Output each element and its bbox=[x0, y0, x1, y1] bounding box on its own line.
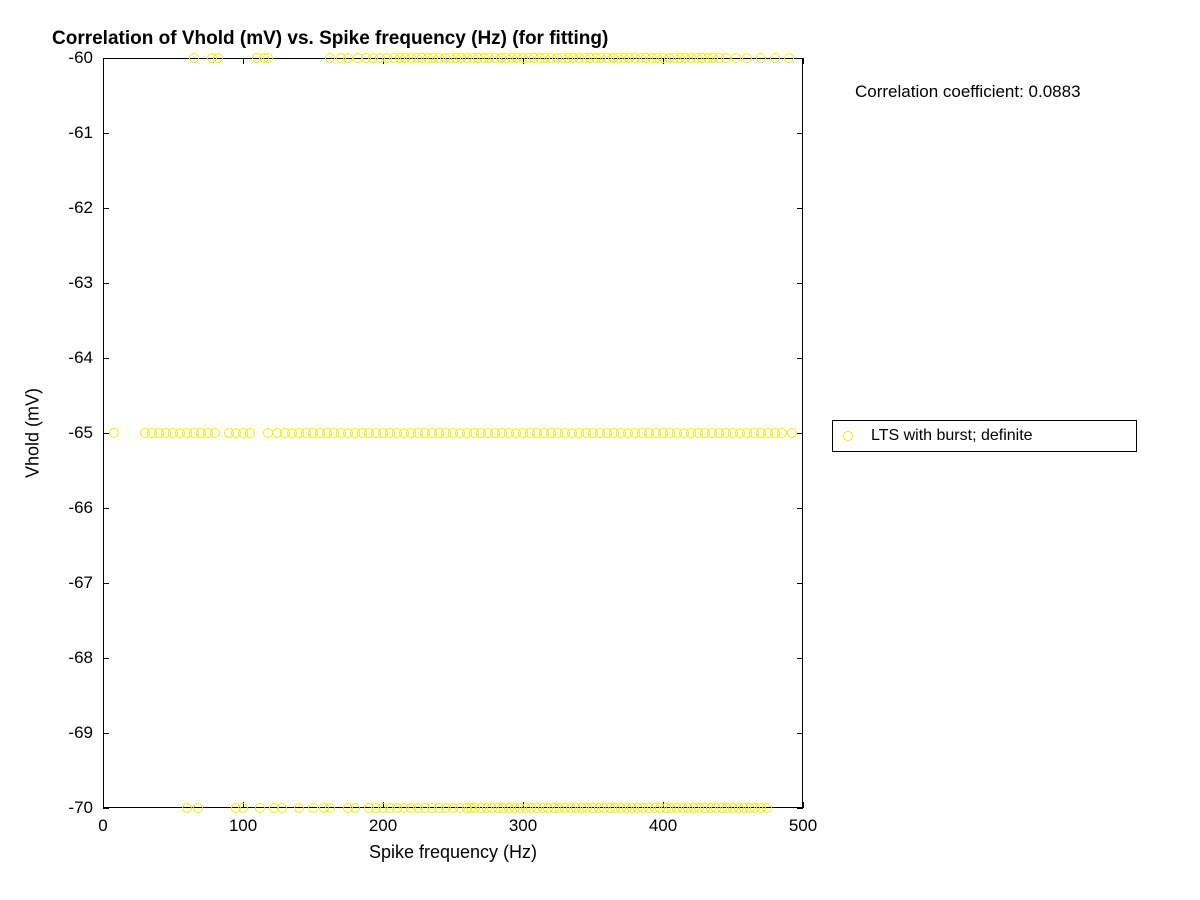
scatter-marker bbox=[343, 53, 353, 63]
scatter-marker bbox=[255, 803, 265, 813]
legend-item-label: LTS with burst; definite bbox=[871, 427, 1033, 445]
scatter-marker bbox=[193, 803, 203, 813]
scatter-marker bbox=[308, 803, 318, 813]
x-tick-label: 300 bbox=[509, 816, 537, 836]
y-tick-mark bbox=[103, 508, 109, 509]
x-tick-label: 200 bbox=[369, 816, 397, 836]
legend: LTS with burst; definite bbox=[832, 420, 1137, 452]
y-tick-label: -64 bbox=[63, 348, 93, 368]
y-tick-mark bbox=[103, 283, 109, 284]
y-tick-mark bbox=[797, 508, 803, 509]
y-tick-mark bbox=[103, 433, 109, 434]
y-tick-mark bbox=[797, 283, 803, 284]
y-tick-mark bbox=[103, 733, 109, 734]
scatter-marker bbox=[325, 803, 335, 813]
y-tick-mark bbox=[103, 583, 109, 584]
y-tick-label: -63 bbox=[63, 273, 93, 293]
y-tick-label: -62 bbox=[63, 198, 93, 218]
y-tick-label: -68 bbox=[63, 648, 93, 668]
y-tick-mark bbox=[103, 358, 109, 359]
x-tick-label: 400 bbox=[649, 816, 677, 836]
y-tick-mark bbox=[797, 658, 803, 659]
y-tick-label: -69 bbox=[63, 723, 93, 743]
legend-marker-icon bbox=[843, 431, 853, 441]
scatter-marker bbox=[721, 53, 731, 63]
scatter-marker bbox=[109, 428, 119, 438]
x-tick-mark bbox=[803, 58, 804, 64]
scatter-marker bbox=[210, 428, 220, 438]
scatter-marker bbox=[731, 53, 741, 63]
y-tick-mark bbox=[103, 58, 109, 59]
x-tick-label: 500 bbox=[789, 816, 817, 836]
y-tick-mark bbox=[797, 433, 803, 434]
scatter-marker bbox=[787, 428, 797, 438]
y-tick-label: -65 bbox=[63, 423, 93, 443]
y-tick-mark bbox=[797, 208, 803, 209]
scatter-marker bbox=[182, 803, 192, 813]
x-tick-label: 0 bbox=[98, 816, 107, 836]
scatter-marker bbox=[238, 803, 248, 813]
y-tick-mark bbox=[797, 583, 803, 584]
y-tick-mark bbox=[797, 358, 803, 359]
y-tick-label: -67 bbox=[63, 573, 93, 593]
y-tick-mark bbox=[797, 808, 803, 809]
scatter-marker bbox=[762, 803, 772, 813]
x-tick-mark bbox=[243, 58, 244, 64]
scatter-marker bbox=[263, 53, 273, 63]
y-tick-mark bbox=[103, 133, 109, 134]
scatter-marker bbox=[277, 803, 287, 813]
x-tick-mark bbox=[803, 802, 804, 808]
chart-title: Correlation of Vhold (mV) vs. Spike freq… bbox=[52, 28, 608, 50]
scatter-marker bbox=[770, 53, 780, 63]
y-tick-label: -60 bbox=[63, 48, 93, 68]
y-axis-label: Vhold (mV) bbox=[23, 388, 44, 478]
y-tick-mark bbox=[797, 58, 803, 59]
y-tick-label: -66 bbox=[63, 498, 93, 518]
scatter-marker bbox=[245, 428, 255, 438]
scatter-marker bbox=[756, 53, 766, 63]
scatter-marker bbox=[325, 53, 335, 63]
y-tick-mark bbox=[103, 658, 109, 659]
y-tick-mark bbox=[797, 733, 803, 734]
y-tick-mark bbox=[103, 808, 109, 809]
scatter-marker bbox=[213, 53, 223, 63]
y-tick-mark bbox=[797, 133, 803, 134]
correlation-annotation: Correlation coefficient: 0.0883 bbox=[855, 82, 1081, 102]
scatter-marker bbox=[350, 803, 360, 813]
y-tick-mark bbox=[103, 208, 109, 209]
x-axis-label: Spike frequency (Hz) bbox=[369, 842, 537, 863]
scatter-marker bbox=[777, 428, 787, 438]
scatter-marker bbox=[294, 803, 304, 813]
scatter-marker bbox=[189, 53, 199, 63]
scatter-marker bbox=[784, 53, 794, 63]
x-tick-label: 100 bbox=[229, 816, 257, 836]
scatter-marker bbox=[742, 53, 752, 63]
y-tick-label: -70 bbox=[63, 798, 93, 818]
y-tick-label: -61 bbox=[63, 123, 93, 143]
